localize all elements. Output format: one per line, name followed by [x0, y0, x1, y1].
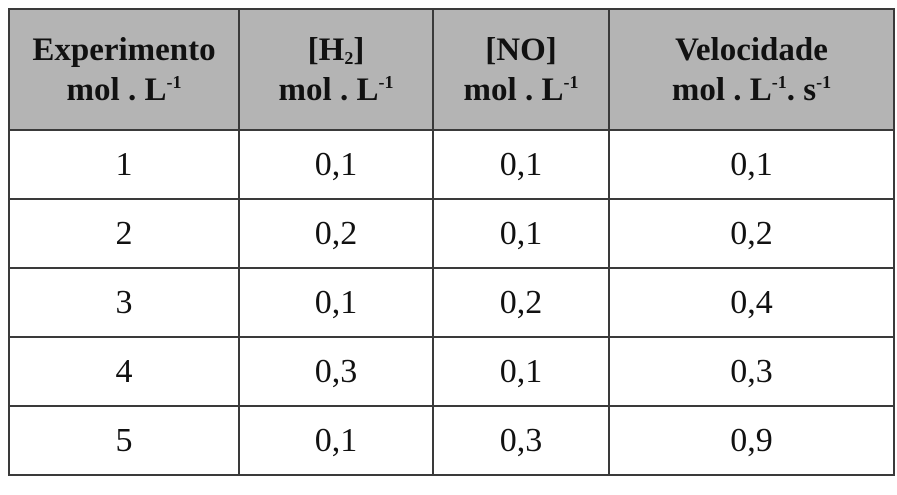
table-cell: 0,1	[432, 129, 610, 200]
header-cell: Velocidade mol . L-1. s-1	[608, 8, 895, 131]
table-cell: 0,1	[608, 129, 895, 200]
superscript: -1	[378, 71, 394, 92]
table-cell: 0,1	[238, 405, 434, 476]
superscript: -1	[816, 71, 832, 92]
table-cell: 0,1	[238, 267, 434, 338]
data-table: Experimento mol . L-1 [H2] mol . L-1 [NO…	[8, 8, 895, 476]
table-row: 5 0,1 0,3 0,9	[8, 405, 895, 476]
table-cell: 3	[8, 267, 240, 338]
table-row: 3 0,1 0,2 0,4	[8, 267, 895, 338]
table-cell: 2	[8, 198, 240, 269]
table-cell: 0,4	[608, 267, 895, 338]
superscript: -1	[771, 71, 787, 92]
header-row: Experimento mol . L-1 [H2] mol . L-1 [NO…	[8, 8, 895, 131]
table-cell: 0,2	[238, 198, 434, 269]
table-cell: 0,3	[238, 336, 434, 407]
table-row: 2 0,2 0,1 0,2	[8, 198, 895, 269]
header-text: ]	[353, 31, 365, 68]
table-cell: 0,1	[238, 129, 434, 200]
table-cell: 0,9	[608, 405, 895, 476]
table-body: 1 0,1 0,1 0,1 2 0,2 0,1 0,2 3 0,1 0,2 0,4 4 0,3 0,1 0,3…	[8, 129, 895, 476]
header-text: mol . L	[66, 71, 167, 108]
table-cell: 4	[8, 336, 240, 407]
header-text: Experimento	[32, 31, 216, 68]
header-cell: [NO] mol . L-1	[432, 8, 610, 131]
table-cell: 5	[8, 405, 240, 476]
table-row: 1 0,1 0,1 0,1	[8, 129, 895, 200]
header-text: Velocidade	[675, 31, 828, 68]
table-cell: 1	[8, 129, 240, 200]
table-row: 4 0,3 0,1 0,3	[8, 336, 895, 407]
table-cell: 0,3	[608, 336, 895, 407]
header-text: . s	[786, 71, 817, 108]
table-cell: 0,2	[432, 267, 610, 338]
table-cell: 0,2	[608, 198, 895, 269]
superscript: -1	[563, 71, 579, 92]
header-text: [NO]	[485, 31, 557, 68]
header-cell: Experimento mol . L-1	[8, 8, 240, 131]
subscript: 2	[344, 47, 354, 68]
header-cell: [H2] mol . L-1	[238, 8, 434, 131]
table-cell: 0,1	[432, 198, 610, 269]
header-text: [H	[307, 31, 345, 68]
header-text: mol . L	[278, 71, 379, 108]
header-text: mol . L	[463, 71, 564, 108]
table-cell: 0,3	[432, 405, 610, 476]
table-cell: 0,1	[432, 336, 610, 407]
superscript: -1	[166, 71, 182, 92]
header-text: mol . L	[671, 71, 772, 108]
